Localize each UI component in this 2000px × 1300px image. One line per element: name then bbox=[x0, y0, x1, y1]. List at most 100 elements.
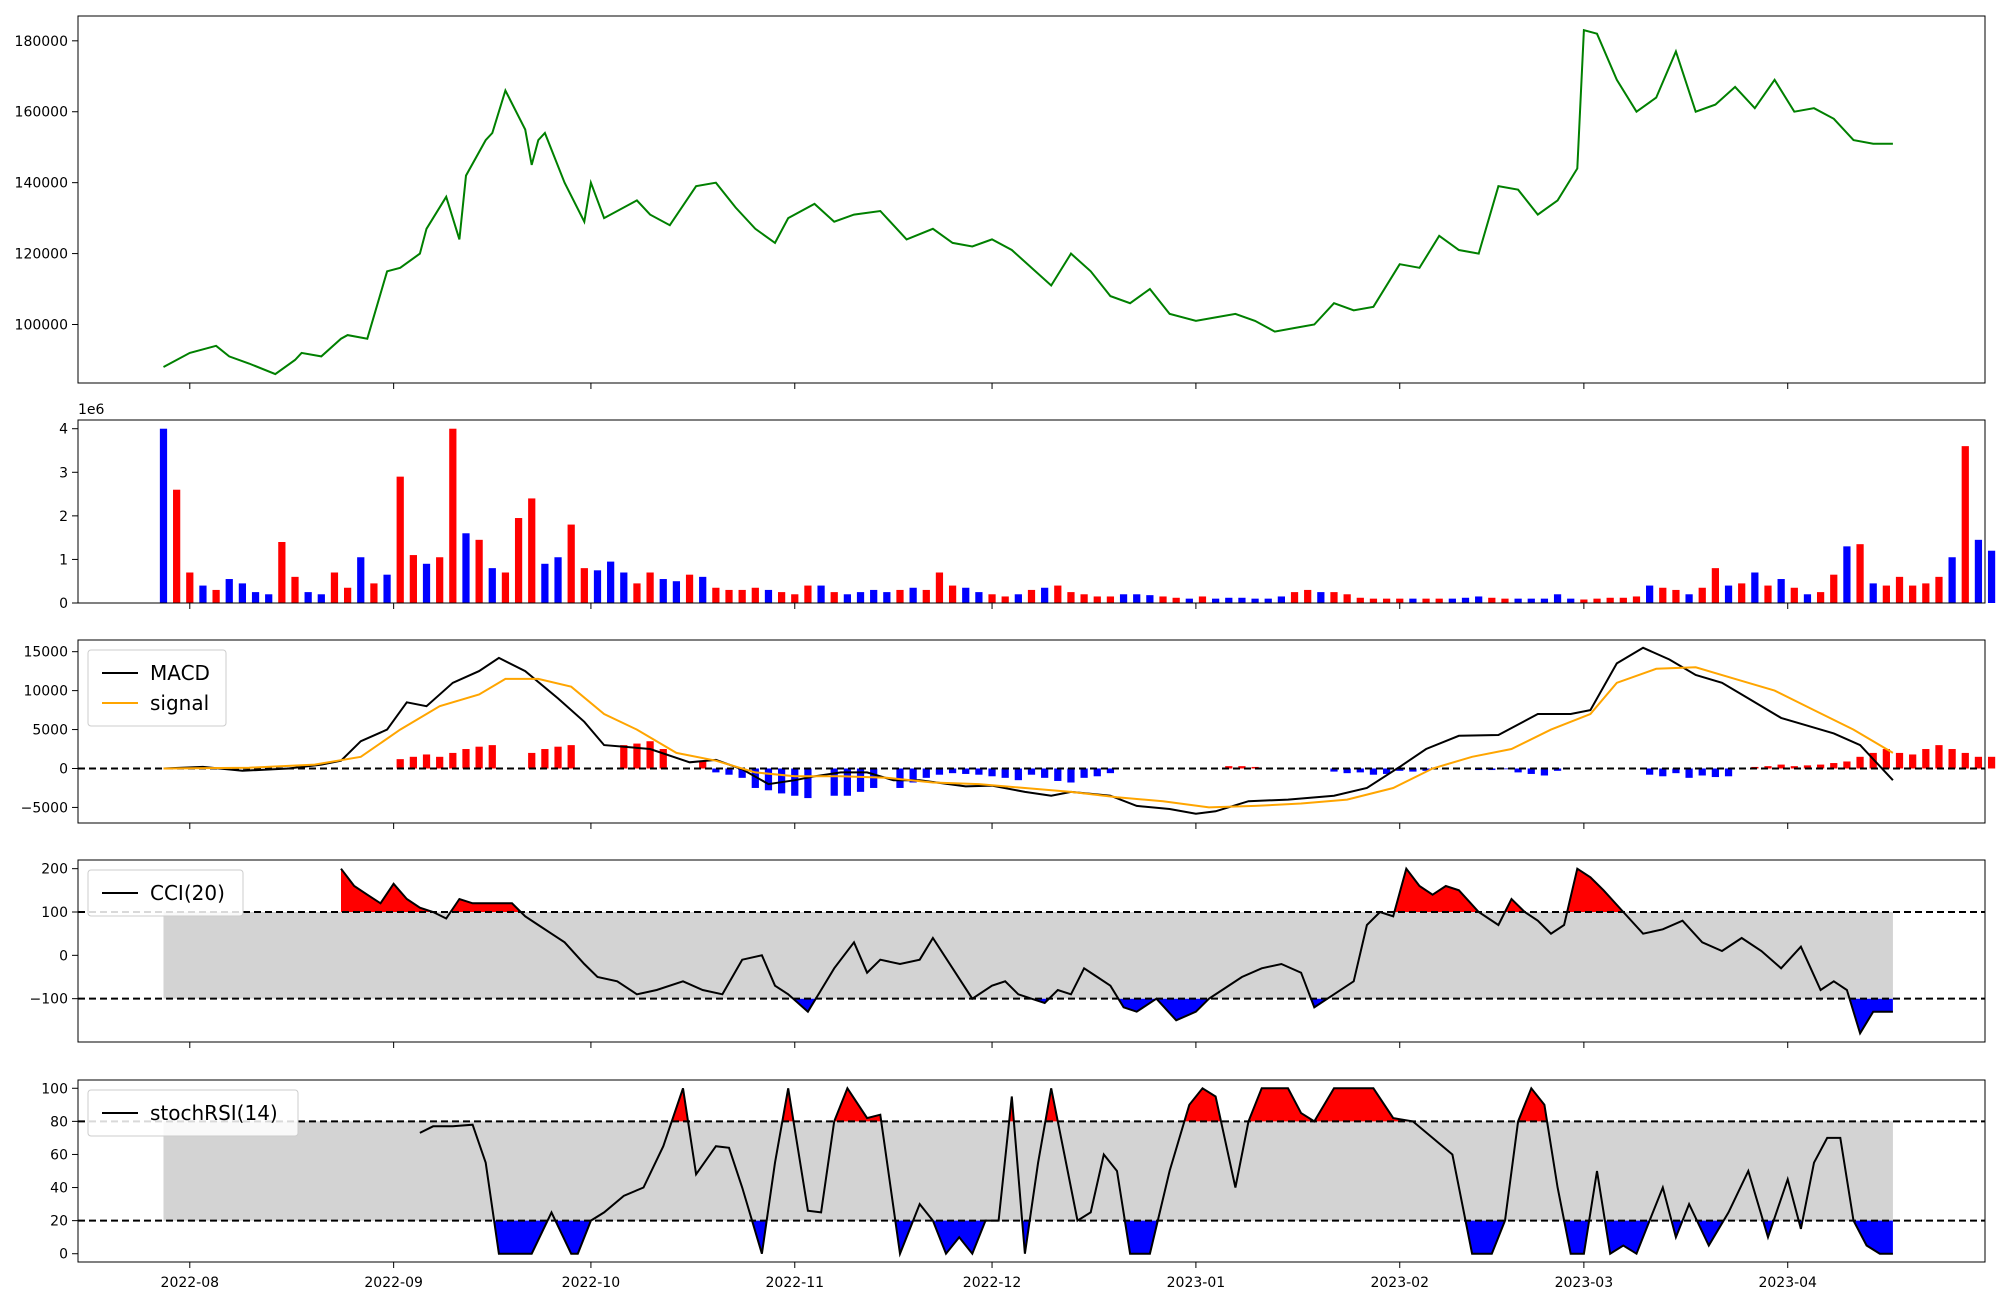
macd-histogram-bar bbox=[1816, 764, 1825, 769]
macd-histogram-bar bbox=[1764, 766, 1772, 769]
x-tick-label: 2022-08 bbox=[161, 1275, 220, 1291]
volume-bar bbox=[1764, 585, 1772, 603]
volume-bar bbox=[1580, 599, 1588, 603]
macd-histogram-bar bbox=[962, 768, 970, 774]
macd-histogram-bar bbox=[1054, 768, 1062, 781]
x-tick-label: 2023-04 bbox=[1758, 1275, 1817, 1291]
macd-histogram-bar bbox=[1343, 768, 1351, 774]
macd-histogram-bar bbox=[830, 768, 838, 796]
macd-histogram-bar bbox=[1330, 768, 1338, 772]
y-tick-label: 0 bbox=[59, 1247, 68, 1263]
macd-histogram-bar bbox=[488, 745, 496, 769]
volume-bar bbox=[554, 557, 562, 603]
volume-bar bbox=[1409, 598, 1417, 603]
volume-bar bbox=[1422, 598, 1430, 603]
macd-histogram-bar bbox=[554, 746, 562, 769]
y-tick-label: 80 bbox=[50, 1114, 68, 1130]
panel-frame bbox=[77, 419, 1986, 604]
macd-histogram-bar bbox=[1553, 768, 1562, 771]
volume-bar bbox=[1553, 594, 1562, 603]
macd-line bbox=[163, 646, 1894, 815]
macd-histogram-bar bbox=[1685, 768, 1693, 778]
volume-bar bbox=[751, 587, 759, 603]
macd-histogram-bar bbox=[541, 749, 549, 769]
volume-bar bbox=[712, 587, 720, 603]
volume-bar bbox=[1501, 598, 1509, 603]
volume-offset-label: 1e6 bbox=[78, 402, 105, 418]
volume-bar bbox=[1356, 597, 1364, 603]
y-tick-label: 140000 bbox=[15, 176, 68, 192]
legend-label: MACD bbox=[150, 661, 210, 685]
volume-bar bbox=[1751, 572, 1759, 603]
macd-histogram-bar bbox=[1830, 763, 1838, 769]
volume-bar bbox=[159, 428, 168, 603]
y-tick-label: 120000 bbox=[15, 247, 68, 263]
y-tick-label: 0 bbox=[59, 948, 68, 964]
stochrsi-oversold-fill bbox=[1465, 1220, 1505, 1254]
volume-bar bbox=[265, 594, 273, 603]
volume-bar bbox=[1672, 589, 1680, 603]
y-tick-label: −100 bbox=[30, 992, 68, 1008]
macd-histogram-bar bbox=[1027, 768, 1036, 775]
macd-histogram-bar bbox=[1698, 768, 1706, 776]
volume-bar bbox=[1369, 598, 1378, 603]
macd-histogram-bar bbox=[396, 759, 404, 769]
macd-histogram-bar bbox=[1935, 745, 1943, 769]
volume-bar bbox=[699, 576, 707, 603]
macd-histogram-bar bbox=[1922, 749, 1930, 769]
macd-histogram-bar bbox=[1987, 756, 1996, 769]
stochrsi-oversold-fill bbox=[1853, 1220, 1893, 1254]
volume-bar bbox=[1238, 597, 1246, 603]
volume-bar bbox=[304, 592, 312, 603]
macd-histogram-bar bbox=[659, 749, 667, 769]
volume-bar bbox=[475, 539, 483, 603]
macd-histogram-bar bbox=[1093, 768, 1101, 777]
y-tick-label: 100000 bbox=[15, 317, 68, 333]
macd-histogram-bar bbox=[948, 768, 957, 774]
volume-bar bbox=[1054, 585, 1062, 603]
stochrsi-oversold-fill bbox=[1763, 1220, 1774, 1238]
volume-bar bbox=[409, 555, 417, 603]
y-tick-label: 100 bbox=[41, 905, 68, 921]
y-tick-label: 20 bbox=[50, 1214, 68, 1230]
stochrsi-band bbox=[163, 1121, 1893, 1221]
volume-bar bbox=[330, 572, 339, 603]
panel-frame bbox=[77, 15, 1986, 384]
volume-bar bbox=[1185, 598, 1193, 603]
macd-histogram-bar bbox=[1422, 768, 1430, 771]
volume-bar bbox=[988, 594, 996, 603]
macd-histogram-bar bbox=[1869, 752, 1877, 769]
y-tick-label: 160000 bbox=[15, 105, 68, 121]
macd-histogram-bar bbox=[1238, 766, 1246, 769]
macd-histogram-bar bbox=[462, 749, 470, 769]
volume-bar bbox=[1146, 595, 1154, 603]
volume-bar bbox=[317, 594, 325, 603]
axes-layer: 100000120000140000160000180000012341e6−5… bbox=[15, 15, 1986, 1291]
cci-overbought-fill bbox=[1567, 868, 1624, 912]
volume-bar bbox=[528, 498, 536, 603]
volume-bar bbox=[1343, 594, 1351, 603]
volume-bar bbox=[646, 572, 654, 603]
stochrsi-overbought-fill bbox=[782, 1088, 794, 1122]
x-tick-label: 2023-01 bbox=[1167, 1275, 1226, 1291]
volume-bar bbox=[883, 592, 891, 603]
legend-label: CCI(20) bbox=[150, 881, 225, 905]
macd-histogram-bar bbox=[1909, 754, 1917, 769]
macd-histogram-bar bbox=[1080, 768, 1088, 778]
volume-bar bbox=[620, 572, 628, 603]
volume-bar bbox=[1527, 598, 1535, 603]
volume-bar bbox=[1172, 597, 1180, 603]
volume-bar bbox=[1382, 598, 1391, 603]
volume-bar bbox=[1685, 594, 1693, 603]
stochrsi-overbought-fill bbox=[1518, 1088, 1547, 1122]
stochrsi-oversold-fill bbox=[1671, 1220, 1683, 1238]
volume-bar bbox=[1711, 568, 1720, 603]
volume-bar bbox=[975, 592, 983, 603]
volume-bar bbox=[804, 585, 812, 603]
volume-bar bbox=[1396, 598, 1404, 603]
macd-histogram-bar bbox=[1672, 768, 1680, 774]
volume-bar bbox=[1514, 598, 1522, 603]
volume-bar bbox=[896, 589, 904, 603]
volume-bar bbox=[1974, 539, 1983, 603]
cci-oversold-fill bbox=[793, 998, 816, 1012]
